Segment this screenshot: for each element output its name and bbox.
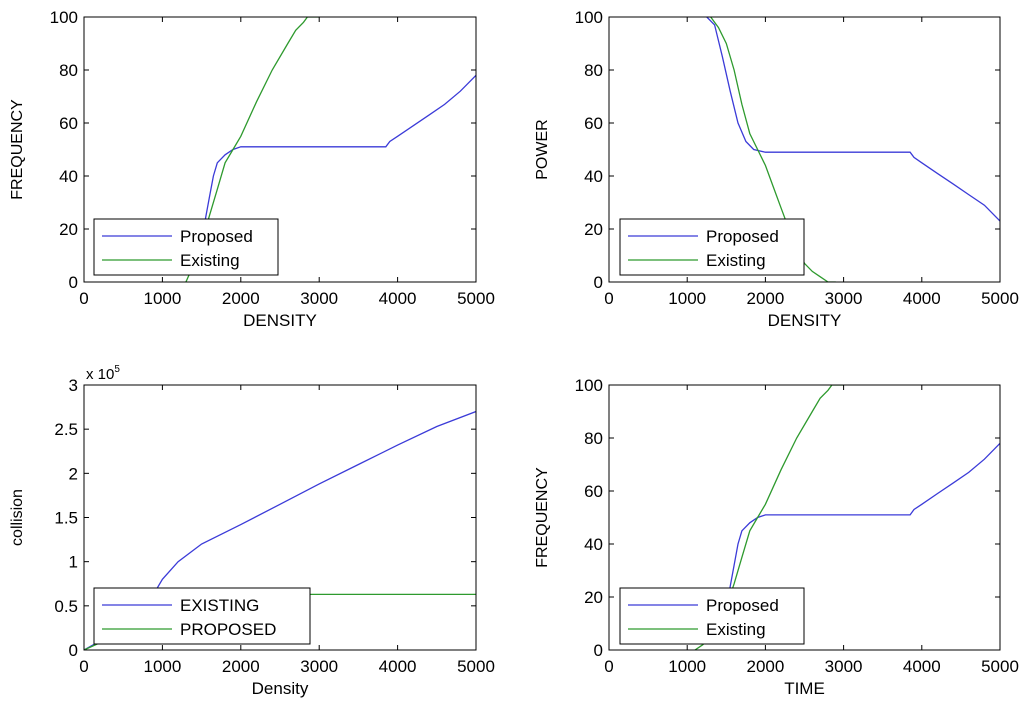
x-tick-label: 1000 — [668, 657, 706, 676]
x-tick-label: 4000 — [379, 657, 417, 676]
legend-box — [93, 218, 279, 276]
x-tick-label: 0 — [79, 657, 88, 676]
x-tick-label: 3000 — [300, 657, 338, 676]
legend-box — [93, 587, 311, 645]
y-tick-label: 0 — [69, 273, 78, 292]
x-tick-label: 2000 — [222, 657, 260, 676]
x-axis-label: TIME — [784, 679, 825, 698]
y-tick-label: 2 — [69, 464, 78, 483]
plot-frame — [608, 16, 1001, 283]
y-axis-label: FREQUENCY — [9, 99, 26, 200]
plot-frame — [608, 384, 1001, 651]
x-tick-label: 3000 — [300, 289, 338, 308]
x-tick-label: 5000 — [981, 289, 1019, 308]
x-tick-label: 2000 — [746, 289, 784, 308]
series-line-proposed — [725, 442, 1000, 611]
series-line-proposed — [706, 17, 1000, 222]
y-exponent-label: x 105 — [86, 364, 120, 383]
legend: EXISTING PROPOSED — [93, 587, 311, 645]
x-tick-label: 0 — [604, 657, 613, 676]
y-tick-label: 3 — [69, 376, 78, 395]
x-tick-label: 4000 — [903, 657, 941, 676]
series-line-existing — [185, 17, 320, 282]
chart-4: 0 1000 2000 3000 4000 5000 0 20 40 60 80 100 TIME FRE… — [534, 376, 1019, 698]
y-tick-label: 100 — [50, 8, 78, 27]
y-tick-label: 60 — [584, 482, 603, 501]
legend-label: Existing — [706, 251, 766, 270]
y-tick-label: 0 — [594, 273, 603, 292]
y-tick-label: 0 — [594, 641, 603, 660]
legend: Proposed Existing — [93, 218, 279, 276]
legend-label: PROPOSED — [180, 620, 276, 639]
x-tick-label: 1000 — [143, 289, 181, 308]
y-tick-label: 2.5 — [54, 420, 78, 439]
y-tick-label: 0 — [69, 641, 78, 660]
chart-3: 0 1000 2000 3000 4000 5000 0 0.5 1 1.5 2 2.5 3 x 105 D… — [9, 364, 495, 698]
y-tick-label: 20 — [584, 588, 603, 607]
y-tick-label: 80 — [584, 429, 603, 448]
y-tick-label: 80 — [584, 61, 603, 80]
chart-2: 0 1000 2000 3000 4000 5000 0 20 40 60 80 100 DENSITY… — [534, 8, 1019, 330]
legend-label: Proposed — [706, 596, 779, 615]
x-tick-label: 5000 — [457, 289, 495, 308]
y-tick-label: 100 — [575, 8, 603, 27]
legend-box — [619, 587, 805, 645]
x-tick-label: 0 — [604, 289, 613, 308]
legend-label: Existing — [706, 620, 766, 639]
legend: Proposed Existing — [619, 587, 805, 645]
series-line-existing — [710, 17, 836, 282]
y-tick-label: 40 — [59, 167, 78, 186]
y-tick-label: 60 — [59, 114, 78, 133]
y-tick-label: 1.5 — [54, 509, 78, 528]
legend-label: EXISTING — [180, 596, 259, 615]
y-axis-label: collision — [9, 489, 26, 546]
y-tick-label: 80 — [59, 61, 78, 80]
legend-label: Proposed — [180, 227, 253, 246]
x-tick-label: 4000 — [379, 289, 417, 308]
y-axis-label: POWER — [534, 119, 551, 179]
series-line-proposed — [200, 74, 476, 243]
legend-box — [619, 218, 805, 276]
y-tick-label: 40 — [584, 535, 603, 554]
x-tick-label: 2000 — [746, 657, 784, 676]
y-tick-label: 60 — [584, 114, 603, 133]
x-tick-label: 3000 — [825, 289, 863, 308]
chart-1: 0 1000 2000 3000 4000 5000 0 20 40 60 80 100 DENSITY… — [9, 8, 495, 330]
legend-label: Proposed — [706, 227, 779, 246]
y-tick-label: 0.5 — [54, 597, 78, 616]
y-tick-label: 100 — [575, 376, 603, 395]
x-tick-label: 5000 — [981, 657, 1019, 676]
x-tick-label: 1000 — [668, 289, 706, 308]
y-tick-label: 40 — [584, 167, 603, 186]
x-tick-label: 3000 — [825, 657, 863, 676]
x-axis-label: Density — [252, 679, 309, 698]
x-axis-label: DENSITY — [243, 311, 317, 330]
legend: Proposed Existing — [619, 218, 805, 276]
y-tick-label: 1 — [69, 553, 78, 572]
x-tick-label: 1000 — [143, 657, 181, 676]
y-tick-label: 20 — [59, 220, 78, 239]
plot-frame — [83, 16, 477, 283]
y-axis-label: FREQUENCY — [534, 467, 551, 568]
x-tick-label: 2000 — [222, 289, 260, 308]
y-tick-label: 20 — [584, 220, 603, 239]
x-axis-label: DENSITY — [768, 311, 842, 330]
x-tick-label: 0 — [79, 289, 88, 308]
x-tick-label: 4000 — [903, 289, 941, 308]
x-tick-label: 5000 — [457, 657, 495, 676]
legend-label: Existing — [180, 251, 240, 270]
